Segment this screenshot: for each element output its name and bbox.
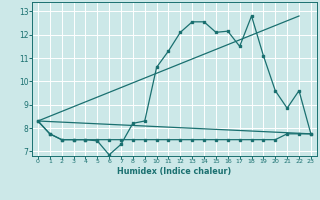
X-axis label: Humidex (Indice chaleur): Humidex (Indice chaleur) [117, 167, 232, 176]
